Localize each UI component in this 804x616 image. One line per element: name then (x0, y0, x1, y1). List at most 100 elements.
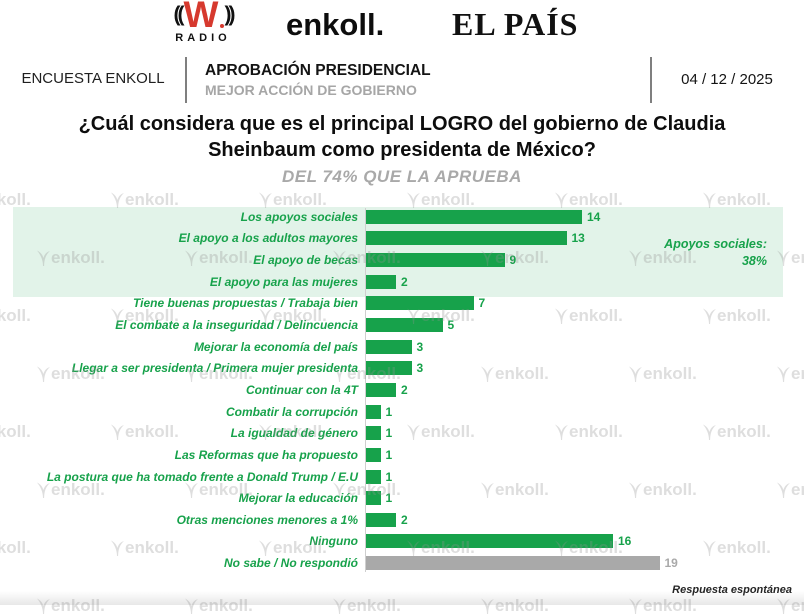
bar-value: 2 (401, 512, 408, 527)
bar-value: 5 (447, 318, 455, 333)
bar (365, 209, 582, 224)
bar (365, 361, 412, 376)
bar-value: 2 (401, 382, 408, 397)
header-title: APROBACIÓN PRESIDENCIAL (205, 62, 431, 79)
bar-label: El apoyo de becas (253, 253, 358, 268)
bar (365, 556, 660, 571)
bar-area: 2 (365, 382, 804, 397)
bar-chart: Los apoyos sociales 14 El apoyo a los adul… (0, 206, 804, 574)
chart-row: Continuar con la 4T 2 (0, 379, 804, 401)
bar (365, 231, 567, 246)
annotation-value: 38% (741, 254, 767, 268)
bottom-strip (0, 591, 804, 605)
bar-label: Llegar a ser presidenta / Primera mujer … (71, 361, 358, 376)
question-subtitle: DEL 74% QUE LA APRUEBA (282, 167, 522, 186)
chart-rows: Los apoyos sociales 14 El apoyo a los adul… (0, 206, 804, 574)
bar (365, 426, 381, 441)
bar-area: 16 (365, 534, 804, 549)
bar-value: 16 (618, 534, 632, 549)
chart-row: Ninguno 16 (0, 531, 804, 553)
bar-label: Otras menciones menores a 1% (176, 512, 358, 527)
bar (365, 404, 381, 419)
bar-value: 19 (664, 556, 678, 571)
social-support-annotation: Apoyos sociales: 38% (664, 236, 767, 270)
wradio-w-letter: W (183, 0, 219, 35)
enkoll-logo: enkoll. (286, 7, 385, 42)
bar (365, 318, 443, 333)
bar-area: 2 (365, 512, 804, 527)
bar-value: 13 (571, 231, 585, 246)
bar-label: La postura que ha tomado frente a Donald… (46, 469, 358, 484)
bar (365, 253, 505, 268)
bar (365, 534, 613, 549)
bar (365, 469, 381, 484)
bar-label: El apoyo para las mujeres (209, 274, 358, 289)
chart-row: El apoyo a los adultos mayores 13 (0, 228, 804, 250)
bar-label: Las Reformas que ha propuesto (174, 447, 358, 462)
bar-area: 7 (365, 296, 804, 311)
bar-label: Los apoyos sociales (240, 209, 358, 224)
wradio-logo-mark: (( W )) (148, 0, 258, 35)
bar-value: 14 (587, 209, 601, 224)
bar-label: No sabe / No respondió (223, 556, 358, 571)
bar-area: 19 (365, 556, 804, 571)
bar-area: 1 (365, 491, 804, 506)
bar (365, 382, 396, 397)
bar-value: 2 (401, 274, 408, 289)
bar (365, 296, 474, 311)
bar-area: 3 (365, 339, 804, 354)
chart-row: Mejorar la economía del país 3 (0, 336, 804, 358)
chart-row: Otras menciones menores a 1% 2 (0, 509, 804, 531)
bar-area: 1 (365, 426, 804, 441)
chart-row: Mejorar la educación 1 (0, 487, 804, 509)
chart-row: La igualdad de género 1 (0, 422, 804, 444)
survey-date: 04 / 12 / 2025 (681, 71, 773, 88)
chart-row: Combatir la corrupción 1 (0, 401, 804, 423)
chart-row: Tiene buenas propuestas / Trabaja bien 7 (0, 293, 804, 315)
bar-label: Continuar con la 4T (245, 382, 358, 397)
header-subtitle: MEJOR ACCIÓN DE GOBIERNO (205, 82, 417, 98)
bar-value: 1 (385, 491, 393, 506)
chart-row: El apoyo para las mujeres 2 (0, 271, 804, 293)
bar-area: 5 (365, 318, 804, 333)
bar-label: Combatir la corrupción (225, 404, 358, 419)
bar-value: 1 (385, 447, 393, 462)
bar-area: 13 (365, 231, 804, 246)
wradio-logo: (( W )) RADIO (148, 0, 258, 44)
footnote: Respuesta espontánea (672, 584, 792, 596)
bar-value: 1 (385, 426, 393, 441)
radio-waves-left-icon: (( (173, 3, 185, 27)
bar-label: El apoyo a los adultos mayores (178, 231, 358, 246)
chart-row: Las Reformas que ha propuesto 1 (0, 444, 804, 466)
radio-waves-right-icon: )) (224, 3, 235, 27)
bar-label: Ninguno (309, 534, 358, 549)
elpais-logo: EL PAÍS (452, 6, 579, 42)
bar-value: 3 (416, 361, 424, 376)
header-divider-right (650, 57, 652, 103)
chart-row: Los apoyos sociales 14 (0, 206, 804, 228)
bar-area: 9 (365, 253, 804, 268)
chart-row: El combate a la inseguridad / Delincuenc… (0, 314, 804, 336)
bar (365, 512, 396, 527)
chart-row: El apoyo de becas 9 (0, 249, 804, 271)
question-title: ¿Cuál considera que es el principal LOGR… (78, 113, 726, 161)
bar-area: 14 (365, 209, 804, 224)
wradio-logo-text: RADIO (175, 32, 231, 45)
bar-label: El combate a la inseguridad / Delincuenc… (115, 318, 358, 333)
bar-label: Tiene buenas propuestas / Trabaja bien (133, 296, 358, 311)
annotation-label: Apoyos sociales: (664, 237, 767, 251)
chart-row: No sabe / No respondió 19 (0, 552, 804, 574)
bar-area: 2 (365, 274, 804, 289)
bar (365, 447, 381, 462)
chart-row: Llegar a ser presidenta / Primera mujer … (0, 357, 804, 379)
bar-value: 9 (509, 253, 517, 268)
bar-area: 1 (365, 404, 804, 419)
bar-value: 1 (385, 404, 393, 419)
bar-label: La igualdad de género (230, 426, 358, 441)
bar-area: 1 (365, 447, 804, 462)
wradio-dot-icon (220, 24, 225, 29)
header-divider-left (185, 57, 187, 103)
bar-value: 7 (478, 296, 486, 311)
bar (365, 339, 412, 354)
bar-value: 3 (416, 339, 424, 354)
